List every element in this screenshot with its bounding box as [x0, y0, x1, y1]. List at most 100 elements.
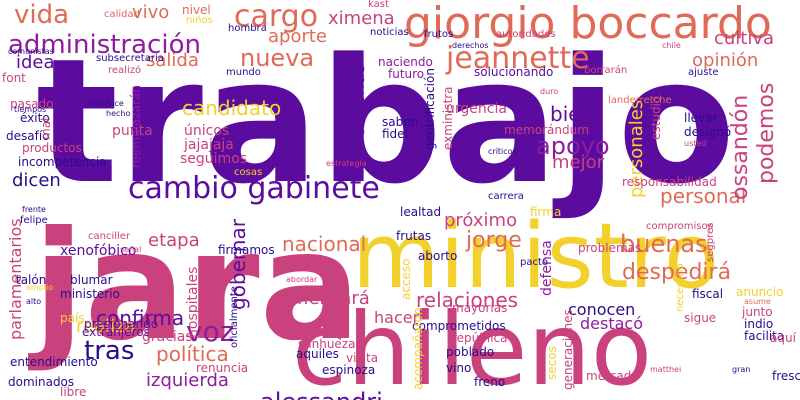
word-podemos: podemos	[754, 82, 779, 184]
word-freno: freno	[474, 375, 506, 389]
word-gentrificacion: estudio	[649, 95, 663, 140]
word-frescas: facilita	[744, 329, 785, 343]
word-solucionando: solucionando	[474, 65, 554, 79]
word-opinion: opinión	[692, 50, 759, 71]
word-ninos: nivel	[182, 3, 211, 17]
word-alto: señal	[120, 245, 142, 254]
word-cambio-gabinete: cambio gabinete	[128, 171, 380, 206]
word-pasado: mal	[39, 117, 53, 140]
word-llevar: llevar	[684, 111, 718, 125]
word-facilita: indio	[744, 317, 774, 331]
word-confirma: confirma	[96, 306, 185, 330]
word-kast: hombra	[228, 23, 267, 34]
word-buenas: buenas	[620, 230, 708, 258]
word-font: pasado	[10, 97, 54, 111]
word-abordar: tiempos	[14, 105, 47, 114]
word-problemas: problemas	[578, 241, 642, 255]
word-destaco: destacó	[580, 314, 643, 333]
word-junto: anuncio	[736, 285, 784, 299]
word-amplio: frente	[22, 205, 46, 214]
word-proximo: próximo	[444, 210, 518, 231]
word-gracias: gracias	[142, 329, 193, 345]
word-salida: salida	[146, 50, 199, 71]
word-noticias: kast	[368, 0, 389, 10]
word-hombra: calidad	[104, 9, 141, 20]
word-mayorias: república	[452, 331, 508, 345]
word-apoyo: apoyo	[536, 132, 610, 160]
word-etapa: etapa	[148, 230, 200, 251]
word-naciendo: naciendo	[378, 55, 433, 69]
word-asume: cosas	[234, 167, 263, 178]
word-compromisos: necesario	[675, 263, 686, 313]
word-anuncio: sigue	[684, 311, 717, 325]
word-productos: incompetencia	[18, 155, 107, 169]
word-memorandum: memorándum	[504, 123, 589, 137]
word-ponerle: compromisos	[646, 221, 713, 232]
word-xenofobico: xenofóbico	[60, 243, 137, 259]
word-nueva: nueva	[240, 44, 315, 72]
word-tiempos: hecho	[106, 109, 131, 118]
word-pais: presionando	[84, 317, 159, 331]
word-bajo: amplio	[26, 283, 54, 292]
word-gran: aquí	[770, 331, 796, 345]
word-canciller: felipe	[20, 215, 48, 226]
word-exito: desafío	[6, 129, 50, 143]
word-aqui: frescas	[772, 369, 800, 383]
word-generaciones: secos	[545, 346, 559, 380]
word-comprometidos: comprometidos	[412, 319, 506, 333]
word-visita: visita	[346, 351, 379, 365]
word-vino: vino	[446, 361, 472, 375]
word-fidel: fidel	[382, 127, 408, 141]
word-mercado: mercado	[586, 369, 639, 383]
word-chilenas: chilenas	[348, 63, 369, 138]
word-mal: éxito	[20, 111, 50, 125]
word-izquierda: izquierda	[146, 370, 229, 391]
word-republica: oficialmente	[229, 286, 240, 348]
word-duro: landerretche	[608, 95, 672, 106]
word-indio: junto	[742, 305, 773, 319]
word-aquiles: aquiles	[296, 347, 339, 361]
word-segpres: canciller	[88, 231, 131, 242]
word-presionando: blumar	[70, 273, 113, 287]
word-calidad: niños	[186, 15, 213, 26]
word-ingenieria: usted	[684, 139, 707, 148]
word-landerretche: mundo	[226, 67, 261, 78]
word-subsecretaria: ajuste	[688, 67, 719, 78]
word-giorgio-boccardo: giorgio boccardo	[404, 0, 772, 49]
word-firma: exministra	[441, 86, 455, 150]
word-vida: vida	[14, 0, 70, 30]
word-frente: asume	[744, 297, 771, 306]
word-carrera: comunistas	[8, 47, 54, 56]
word-nivel: gran	[732, 365, 751, 374]
word-jara: jara	[33, 200, 361, 374]
word-frutas: firma	[530, 205, 562, 219]
word-entendimiento: entendimiento	[10, 355, 98, 369]
word-responsabilidad: responsabilidad	[622, 175, 717, 189]
word-hacer: hacer	[374, 308, 420, 327]
word-urgencia: urgencia	[446, 101, 507, 117]
word-firmamos: firmamos	[218, 243, 275, 257]
word-incompetencia: reemplazarán	[129, 85, 143, 168]
word-libre: país	[60, 311, 85, 325]
word-acceso: aborto	[418, 249, 458, 263]
word-renuncia: renuncia	[196, 361, 249, 375]
word-trabajo: trabajo	[36, 21, 736, 222]
word-sigue: fiscal	[692, 287, 724, 301]
word-extranjeros: extranjeros	[82, 325, 150, 339]
word-relaciones: relaciones	[416, 288, 519, 312]
word-estrategia: estrategia	[326, 159, 367, 168]
word-tras: tras	[84, 336, 135, 366]
word-cultiva: cultiva	[714, 28, 775, 49]
word-aporte: aporte	[268, 26, 328, 47]
word-blumar: talón	[16, 273, 47, 287]
word-futuro: futuro	[388, 67, 425, 81]
word-pacto: derechos	[452, 41, 489, 50]
word-criticos: chile	[662, 41, 681, 50]
word-sanhueza: mayorías	[452, 301, 508, 315]
word-politica: política	[156, 342, 229, 366]
word-frutos: noticias	[370, 27, 409, 38]
word-realizo: subsecretaria	[96, 53, 164, 64]
word-secos: sanhueza	[298, 337, 356, 351]
word-voz: voz	[186, 315, 235, 348]
